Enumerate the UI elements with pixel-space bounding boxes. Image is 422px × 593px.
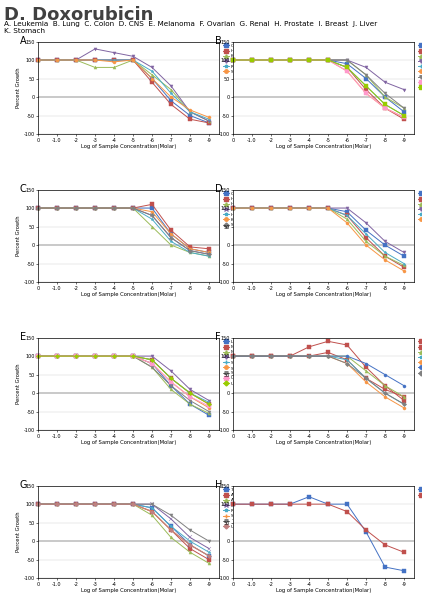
X-axis label: Log of Sample Concentration(Molar): Log of Sample Concentration(Molar) — [81, 588, 176, 593]
Y-axis label: Percent Growth: Percent Growth — [16, 68, 21, 108]
Text: A: A — [20, 36, 27, 46]
X-axis label: Log of Sample Concentration(Molar): Log of Sample Concentration(Molar) — [276, 440, 371, 445]
Legend: IGROV-1, OVCAR-2, OVCAR-4, OVCAR-5, OVCAR-8, NCI/ADR-RES, SK-OV-3: IGROV-1, OVCAR-2, OVCAR-4, OVCAR-5, OVCA… — [418, 340, 422, 375]
Legend: A549/ATCC, EKVX, HOP-62, HOP-92, NCI-H226, NCI-H23, NCI-H322M, NCI-H460, NCI-H52: A549/ATCC, EKVX, HOP-62, HOP-92, NCI-H22… — [418, 44, 422, 90]
Legend: SF-268, SF-295, SF-539, SNB-19, SNB-75, U251: SF-268, SF-295, SF-539, SNB-19, SNB-75, … — [418, 192, 422, 222]
Y-axis label: Percent Growth: Percent Growth — [16, 215, 21, 256]
Text: D. Doxorubicin: D. Doxorubicin — [4, 6, 154, 24]
X-axis label: Log of Sample Concentration(Molar): Log of Sample Concentration(Molar) — [81, 292, 176, 297]
X-axis label: Log of Sample Concentration(Molar): Log of Sample Concentration(Molar) — [81, 144, 176, 149]
Legend: LOX IMVI, MALME-3M, M14, MDA-MB-435, SK-MEL-2, SK-MEL_28, SK-MEL-5, UACC-257, UA: LOX IMVI, MALME-3M, M14, MDA-MB-435, SK-… — [222, 340, 259, 385]
Y-axis label: Percent Growth: Percent Growth — [16, 364, 21, 404]
Text: C: C — [20, 184, 27, 194]
Text: F: F — [215, 332, 221, 342]
X-axis label: Log of Sample Concentration(Molar): Log of Sample Concentration(Molar) — [81, 440, 176, 445]
Text: H: H — [215, 480, 222, 490]
Text: B: B — [215, 36, 222, 46]
Y-axis label: Percent Growth: Percent Growth — [16, 512, 21, 552]
Legend: PC-3, DU-145: PC-3, DU-145 — [418, 488, 422, 497]
Text: A. Leukemia  B. Lung  C. Colon  D. CNS  E. Melanoma  F. Ovarian  G. Renal  H. Pr: A. Leukemia B. Lung C. Colon D. CNS E. M… — [4, 21, 377, 34]
Legend: CCRF-CEM, HL-60 (TB), K-562, MOLT-4, RPMI-8226, SR: CCRF-CEM, HL-60 (TB), K-562, MOLT-4, RPM… — [222, 44, 254, 74]
X-axis label: Log of Sample Concentration(Molar): Log of Sample Concentration(Molar) — [276, 588, 371, 593]
Legend: 786-0, A498, ACHN, CAKI-1, RXF 393, SN12C, TK-10, UO-31: 786-0, A498, ACHN, CAKI-1, RXF 393, SN12… — [222, 488, 249, 528]
X-axis label: Log of Sample Concentration(Molar): Log of Sample Concentration(Molar) — [276, 292, 371, 297]
Text: D: D — [215, 184, 222, 194]
Text: E: E — [20, 332, 26, 342]
X-axis label: Log of Sample Concentration(Molar): Log of Sample Concentration(Molar) — [276, 144, 371, 149]
Text: G: G — [20, 480, 27, 490]
Legend: COLO 205, HCC-2998, HCT-116, HCT-15, HT29, KM12, SW-620: COLO 205, HCC-2998, HCT-116, HCT-15, HT2… — [222, 192, 252, 227]
